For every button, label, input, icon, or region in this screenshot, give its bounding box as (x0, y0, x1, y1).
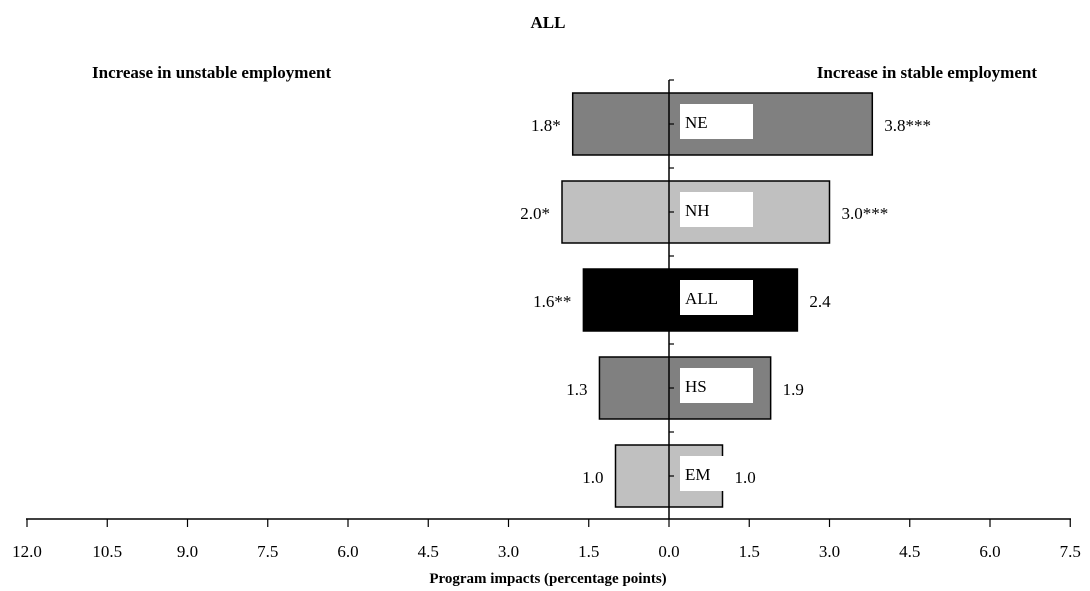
x-tick-label: 7.5 (1060, 542, 1081, 561)
chart-title: ALL (531, 13, 566, 32)
x-tick-label: 7.5 (257, 542, 278, 561)
left-heading: Increase in unstable employment (92, 63, 331, 82)
x-tick-label: 4.5 (418, 542, 439, 561)
stable-value-hs: 1.9 (783, 380, 804, 399)
x-tick-label: 0.0 (658, 542, 679, 561)
x-tick-label: 12.0 (12, 542, 42, 561)
bar-label-box-all (680, 280, 753, 315)
unstable-value-ne: 1.8* (531, 116, 561, 135)
bar-label-box-hs (680, 368, 753, 403)
bar-label-box-em (680, 456, 753, 491)
unstable-value-all: 1.6** (533, 292, 571, 311)
bar-label-ne: NE (685, 113, 708, 132)
x-tick-label: 6.0 (979, 542, 1000, 561)
x-tick-label: 9.0 (177, 542, 198, 561)
x-axis: 12.0 10.5 9.0 7.5 6.0 4.5 3.0 1.5 0.0 1.5 3.0 4.5 6.… (12, 79, 1081, 561)
bars-layer: NE 1.8* 3.8*** NH 2.0* 3.0*** ALL 1.6** 2.4 HS 1.3… (520, 92, 931, 508)
bar-label-em: EM (685, 465, 711, 484)
x-tick-label: 3.0 (819, 542, 840, 561)
x-tick-label: 3.0 (498, 542, 519, 561)
unstable-value-em: 1.0 (582, 468, 603, 487)
x-tick-label: 6.0 (337, 542, 358, 561)
bar-label-box-ne (680, 104, 753, 139)
x-axis-label: Program impacts (percentage points) (429, 571, 666, 587)
unstable-value-nh: 2.0* (520, 204, 550, 223)
x-tick-label: 10.5 (92, 542, 122, 561)
bar-label-nh: NH (685, 201, 710, 220)
right-heading: Increase in stable employment (817, 63, 1038, 82)
stable-value-nh: 3.0*** (842, 204, 889, 223)
bar-label-box-nh (680, 192, 753, 227)
x-tick-label: 1.5 (578, 542, 599, 561)
x-tick-label: 1.5 (739, 542, 760, 561)
stable-value-ne: 3.8*** (884, 116, 931, 135)
x-tick-label: 4.5 (899, 542, 920, 561)
bar-label-all: ALL (685, 289, 718, 308)
stable-value-em: 1.0 (735, 468, 756, 487)
bar-label-hs: HS (685, 377, 707, 396)
stable-value-all: 2.4 (809, 292, 831, 311)
unstable-value-hs: 1.3 (566, 380, 587, 399)
